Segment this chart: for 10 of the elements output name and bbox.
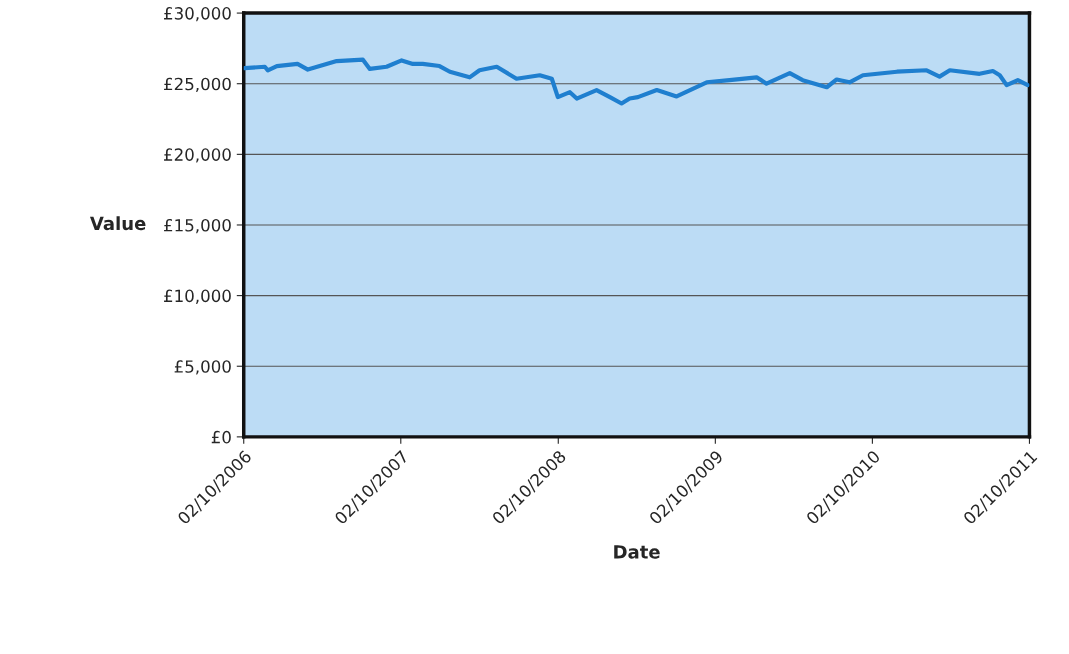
y-tick-label: £20,000 [164,148,231,163]
line-series [243,57,1030,106]
y-axis-title: Value [89,216,146,231]
y-tick-label: £10,000 [164,289,231,304]
y-tick-label: £5,000 [174,360,231,375]
y-tick-label: £0 [211,430,231,444]
y-tick-label: £25,000 [164,77,231,92]
x-axis-title: Date [614,545,660,559]
y-tick-label: £30,000 [164,7,231,22]
y-tick-label: £15,000 [164,218,231,234]
